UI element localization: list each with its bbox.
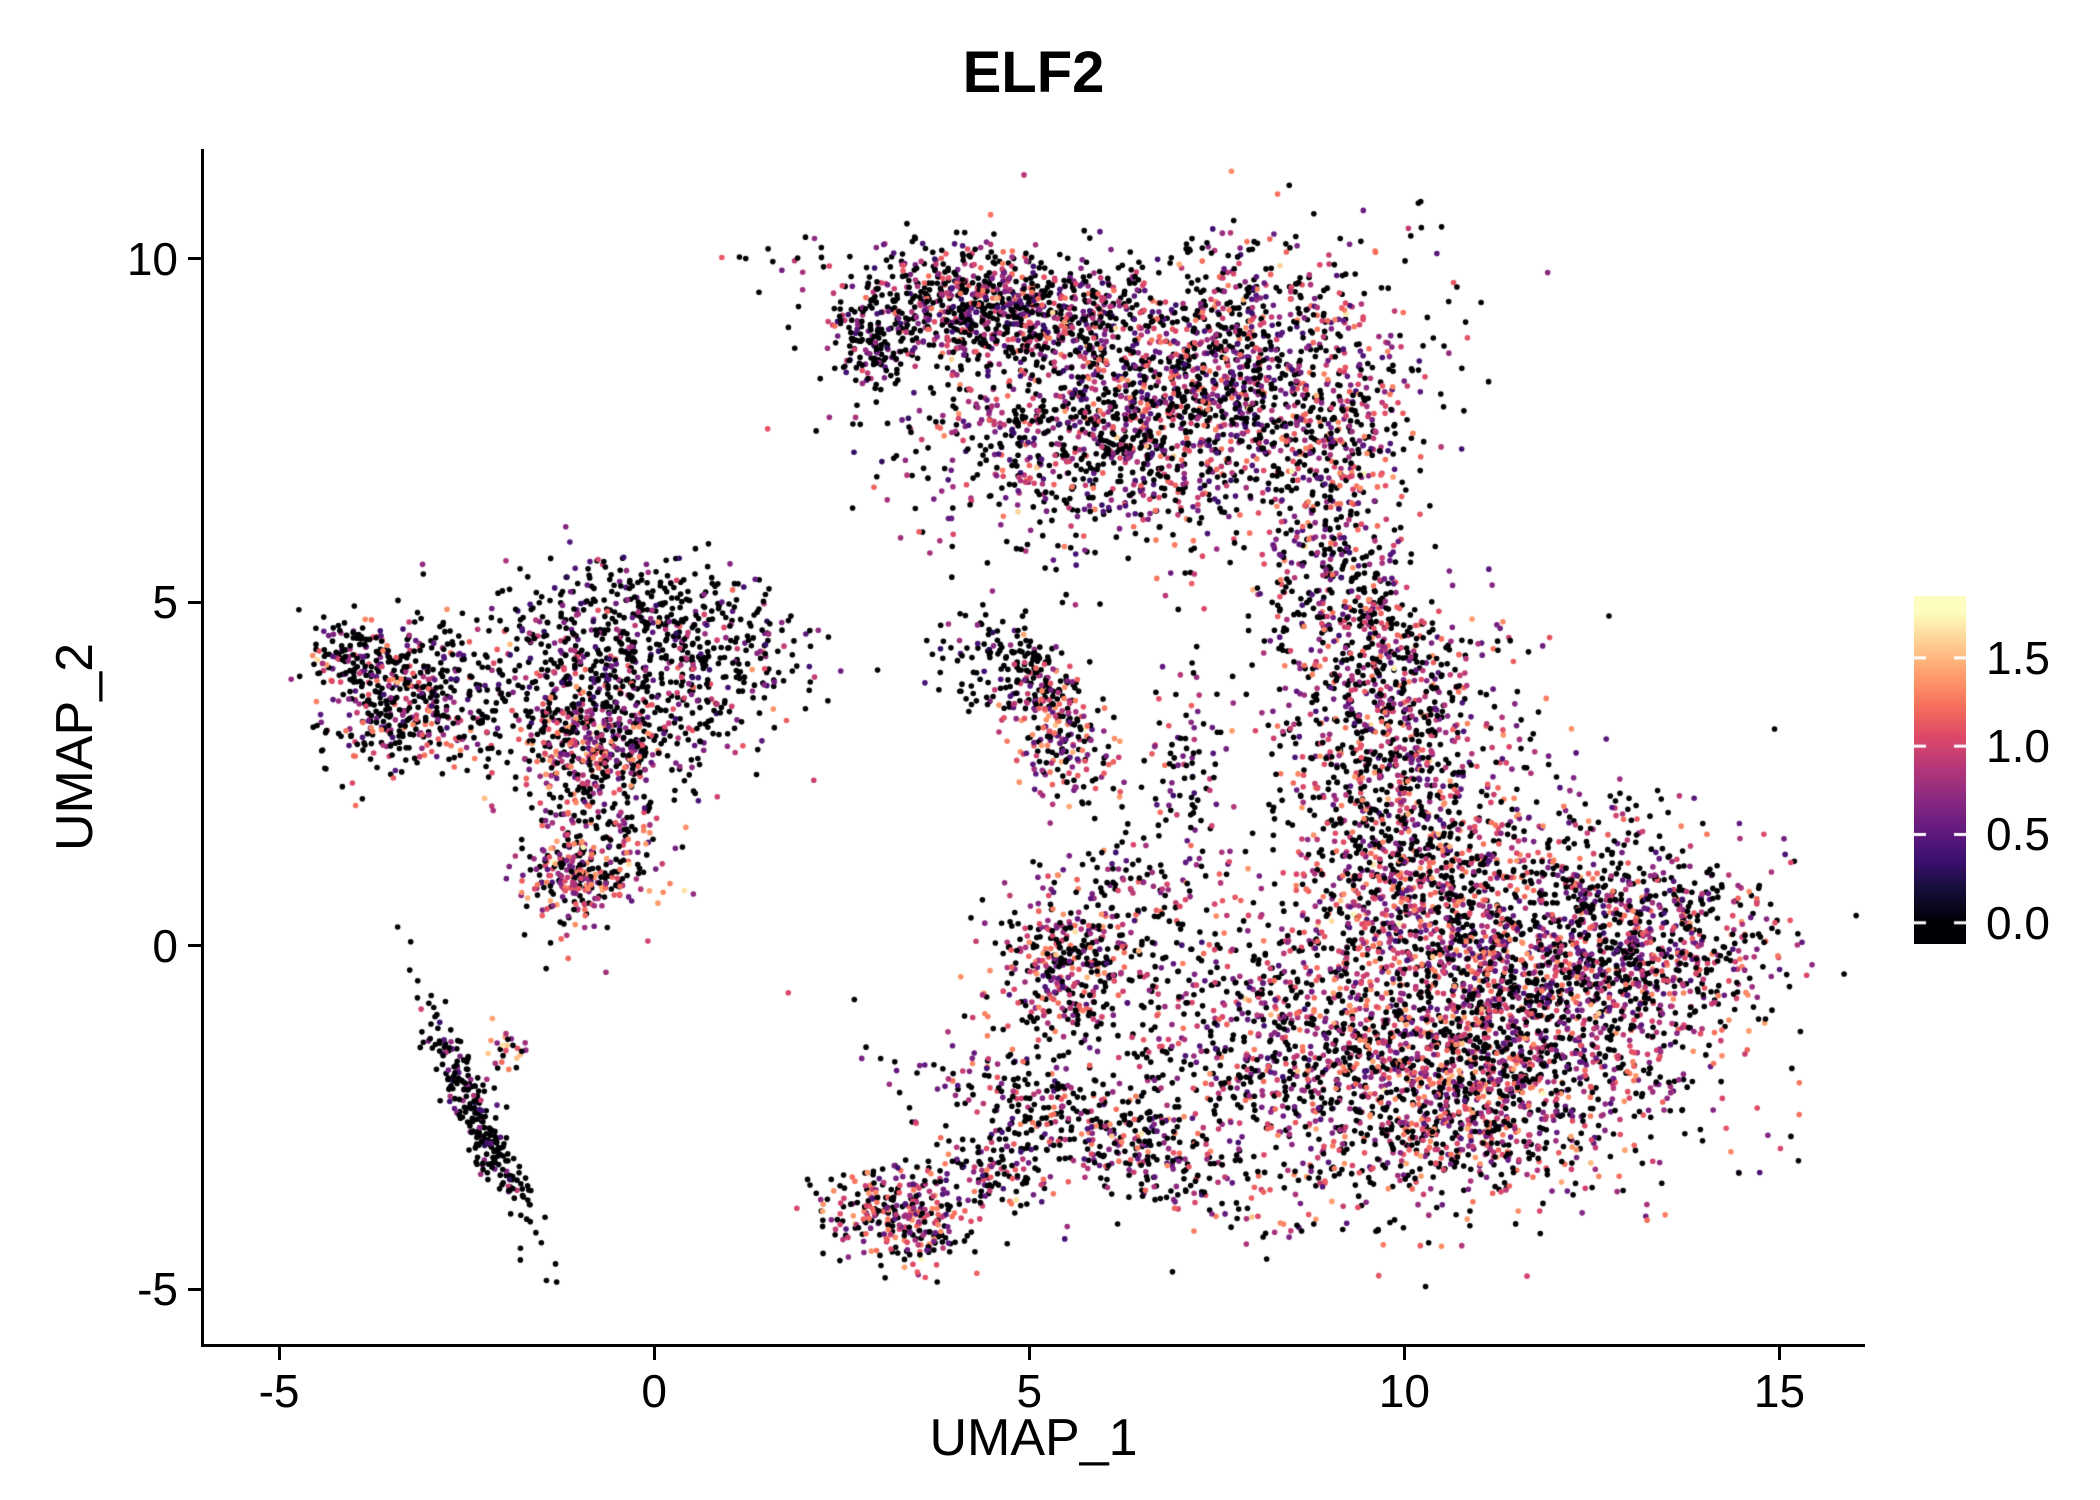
plot-title: ELF2	[962, 40, 1105, 105]
y-axis-line	[201, 149, 204, 1347]
colorbar-legend	[1914, 596, 1966, 944]
x-axis-line	[201, 1344, 1865, 1347]
x-axis-title: UMAP_1	[929, 1409, 1138, 1467]
y-axis-title: UMAP_2	[46, 642, 104, 852]
colorbar-gradient	[1914, 596, 1966, 944]
